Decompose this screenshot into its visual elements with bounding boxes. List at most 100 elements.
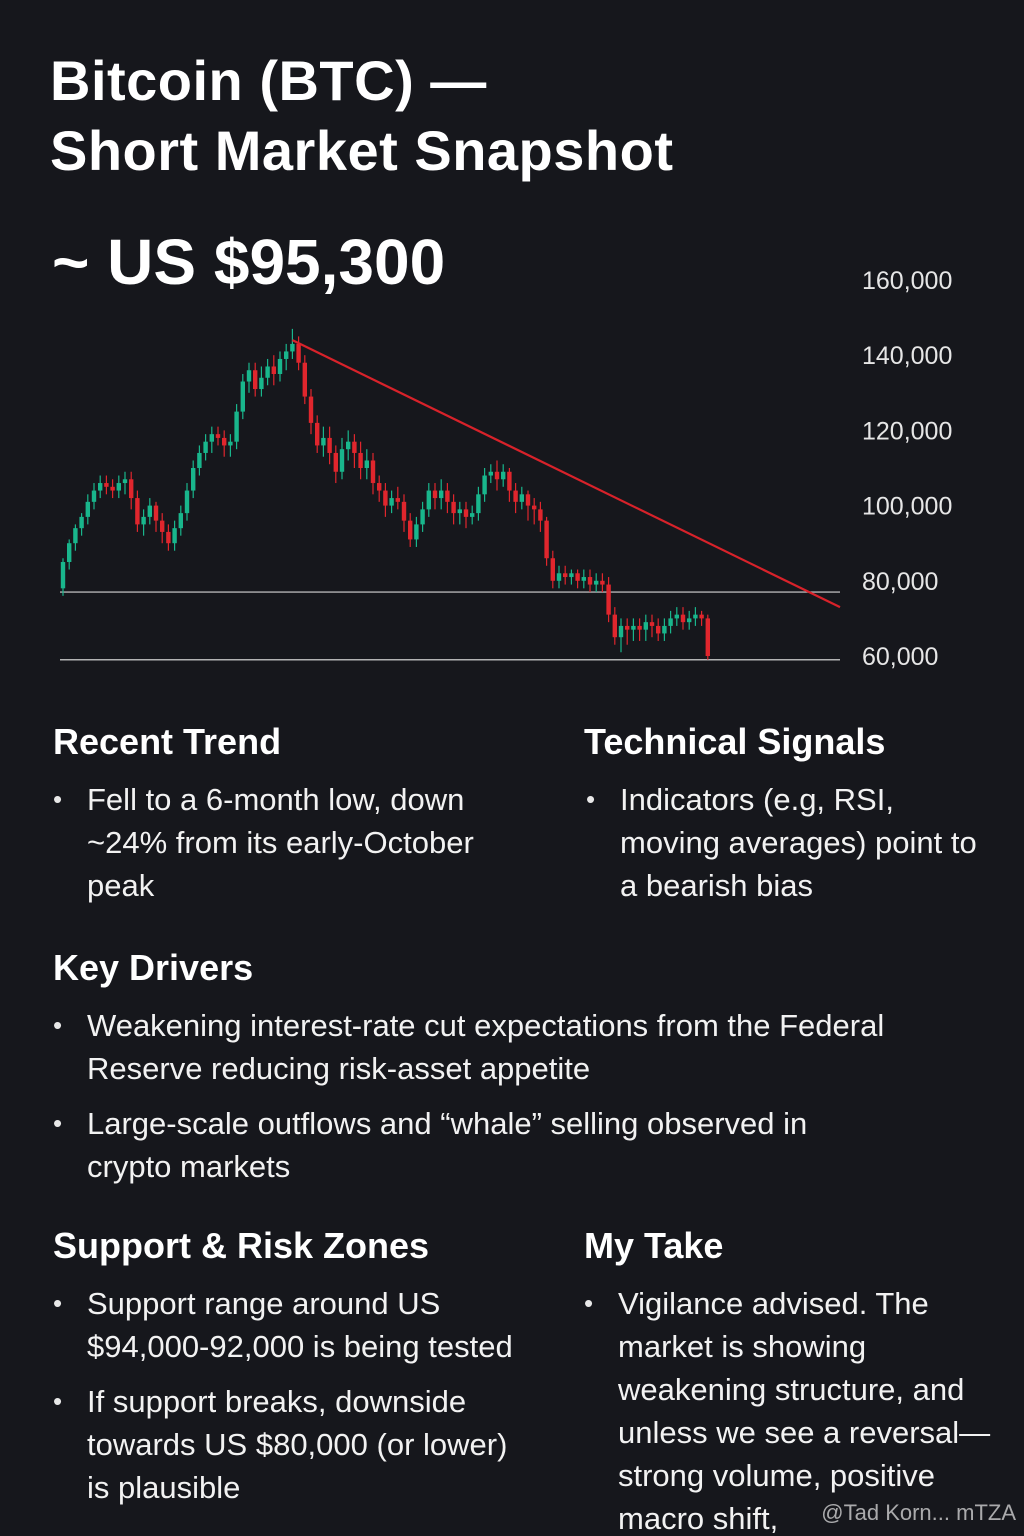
candle-down: [550, 558, 555, 581]
candle-up: [265, 366, 270, 378]
candle-up: [389, 498, 394, 506]
candle-up: [457, 509, 462, 514]
y-tick-label: 160,000: [862, 267, 952, 295]
candle-down: [395, 498, 400, 502]
candle-up: [364, 460, 369, 468]
technical-signals-title: Technical Signals: [584, 721, 886, 762]
y-tick-label: 140,000: [862, 342, 952, 370]
y-tick-label: 120,000: [862, 417, 952, 445]
candle-down: [705, 618, 710, 656]
candle-down: [600, 580, 605, 585]
candle-up: [290, 343, 295, 352]
candle-down: [383, 490, 388, 506]
candle-up: [668, 618, 673, 626]
candle-up: [172, 528, 177, 544]
btc-candlestick-chart: 160,000 140,000 120,000 100,000 80,000 60,000: [60, 267, 952, 671]
candle-up: [501, 471, 506, 480]
candle-up: [674, 614, 679, 619]
candle-down: [575, 573, 580, 581]
candle-up: [259, 377, 264, 390]
candle-down: [606, 584, 611, 615]
recent-trend-list: Fell to a 6-month low, down ~24% from it…: [53, 778, 483, 907]
candle-up: [246, 370, 252, 382]
candle-down: [271, 366, 276, 374]
price-display: ~ US $95,300: [52, 226, 446, 298]
candle-down: [649, 622, 655, 626]
recent-trend-title: Recent Trend: [53, 721, 282, 762]
candle-down: [215, 434, 221, 438]
page-title: Bitcoin (BTC) — Short Market Snapshot: [50, 46, 673, 186]
candle-down: [532, 505, 537, 510]
candle-up: [414, 524, 419, 540]
candle-down: [637, 625, 642, 630]
candle-up: [482, 475, 487, 495]
candle-down: [129, 479, 134, 499]
title-line-1: Bitcoin (BTC) —: [50, 49, 487, 112]
candle-up: [693, 614, 698, 619]
candle-up: [228, 441, 233, 446]
candle-up: [594, 580, 599, 585]
recent-trend-bullet: Fell to a 6-month low, down ~24% from it…: [53, 778, 483, 907]
candle-down: [104, 483, 109, 487]
candle-down: [135, 498, 140, 525]
candle-up: [60, 562, 66, 589]
candle-up: [321, 437, 326, 446]
support-risk-list: Support range around US $94,000-92,000 i…: [53, 1282, 533, 1509]
my-take-title: My Take: [584, 1225, 724, 1266]
candle-down: [699, 614, 704, 619]
my-take-bullet: Vigilance advised. The market is showing…: [584, 1282, 1004, 1536]
y-tick-label: 60,000: [862, 643, 938, 671]
candle-down: [513, 490, 518, 502]
candle-down: [333, 452, 338, 472]
candle-down: [253, 370, 258, 390]
candle-down: [680, 614, 686, 623]
support-risk-bullet: If support breaks, downside towards US $…: [53, 1380, 533, 1509]
key-drivers-title: Key Drivers: [53, 947, 254, 988]
candle-up: [420, 509, 425, 525]
candle-up: [91, 490, 97, 502]
my-take-list: Vigilance advised. The market is showing…: [584, 1282, 1004, 1536]
candle-down: [153, 505, 159, 521]
candle-up: [618, 625, 624, 638]
candle-down: [507, 471, 512, 491]
key-drivers-bullet: Weakening interest-rate cut expectations…: [53, 1004, 893, 1090]
candle-down: [222, 437, 227, 446]
candle-up: [687, 618, 692, 623]
candle-up: [234, 411, 239, 442]
candle-down: [315, 422, 320, 446]
candle-down: [401, 501, 407, 521]
candle-up: [147, 505, 152, 517]
candle-up: [476, 494, 481, 514]
candle-up: [519, 494, 524, 502]
candle-up: [141, 516, 146, 525]
candle-up: [203, 441, 208, 453]
candle-down: [494, 471, 500, 480]
candle-down: [296, 343, 301, 363]
candle-up: [79, 516, 84, 529]
y-tick-label: 80,000: [862, 568, 938, 596]
candle-down: [358, 452, 363, 468]
candle-up: [73, 528, 78, 544]
candle-up: [339, 449, 345, 472]
candle-down: [544, 520, 549, 559]
candle-up: [569, 573, 574, 578]
candle-down: [463, 509, 469, 517]
candle-down: [625, 625, 630, 630]
candle-down: [327, 437, 332, 453]
candle-down: [166, 531, 171, 544]
candle-up: [67, 543, 72, 562]
candle-down: [408, 520, 413, 540]
candle-down: [563, 573, 568, 578]
candle-up: [488, 471, 493, 476]
candle-down: [451, 501, 456, 514]
candle-up: [470, 513, 475, 517]
technical-signals-bullet: Indicators (e.g, RSI, moving averages) p…: [586, 778, 996, 907]
candle-up: [284, 351, 289, 359]
candle-up: [209, 434, 214, 442]
candle-up: [662, 625, 667, 634]
candle-down: [445, 490, 450, 502]
support-risk-bullet: Support range around US $94,000-92,000 i…: [53, 1282, 533, 1368]
candle-up: [85, 501, 90, 517]
candle-up: [631, 625, 636, 630]
